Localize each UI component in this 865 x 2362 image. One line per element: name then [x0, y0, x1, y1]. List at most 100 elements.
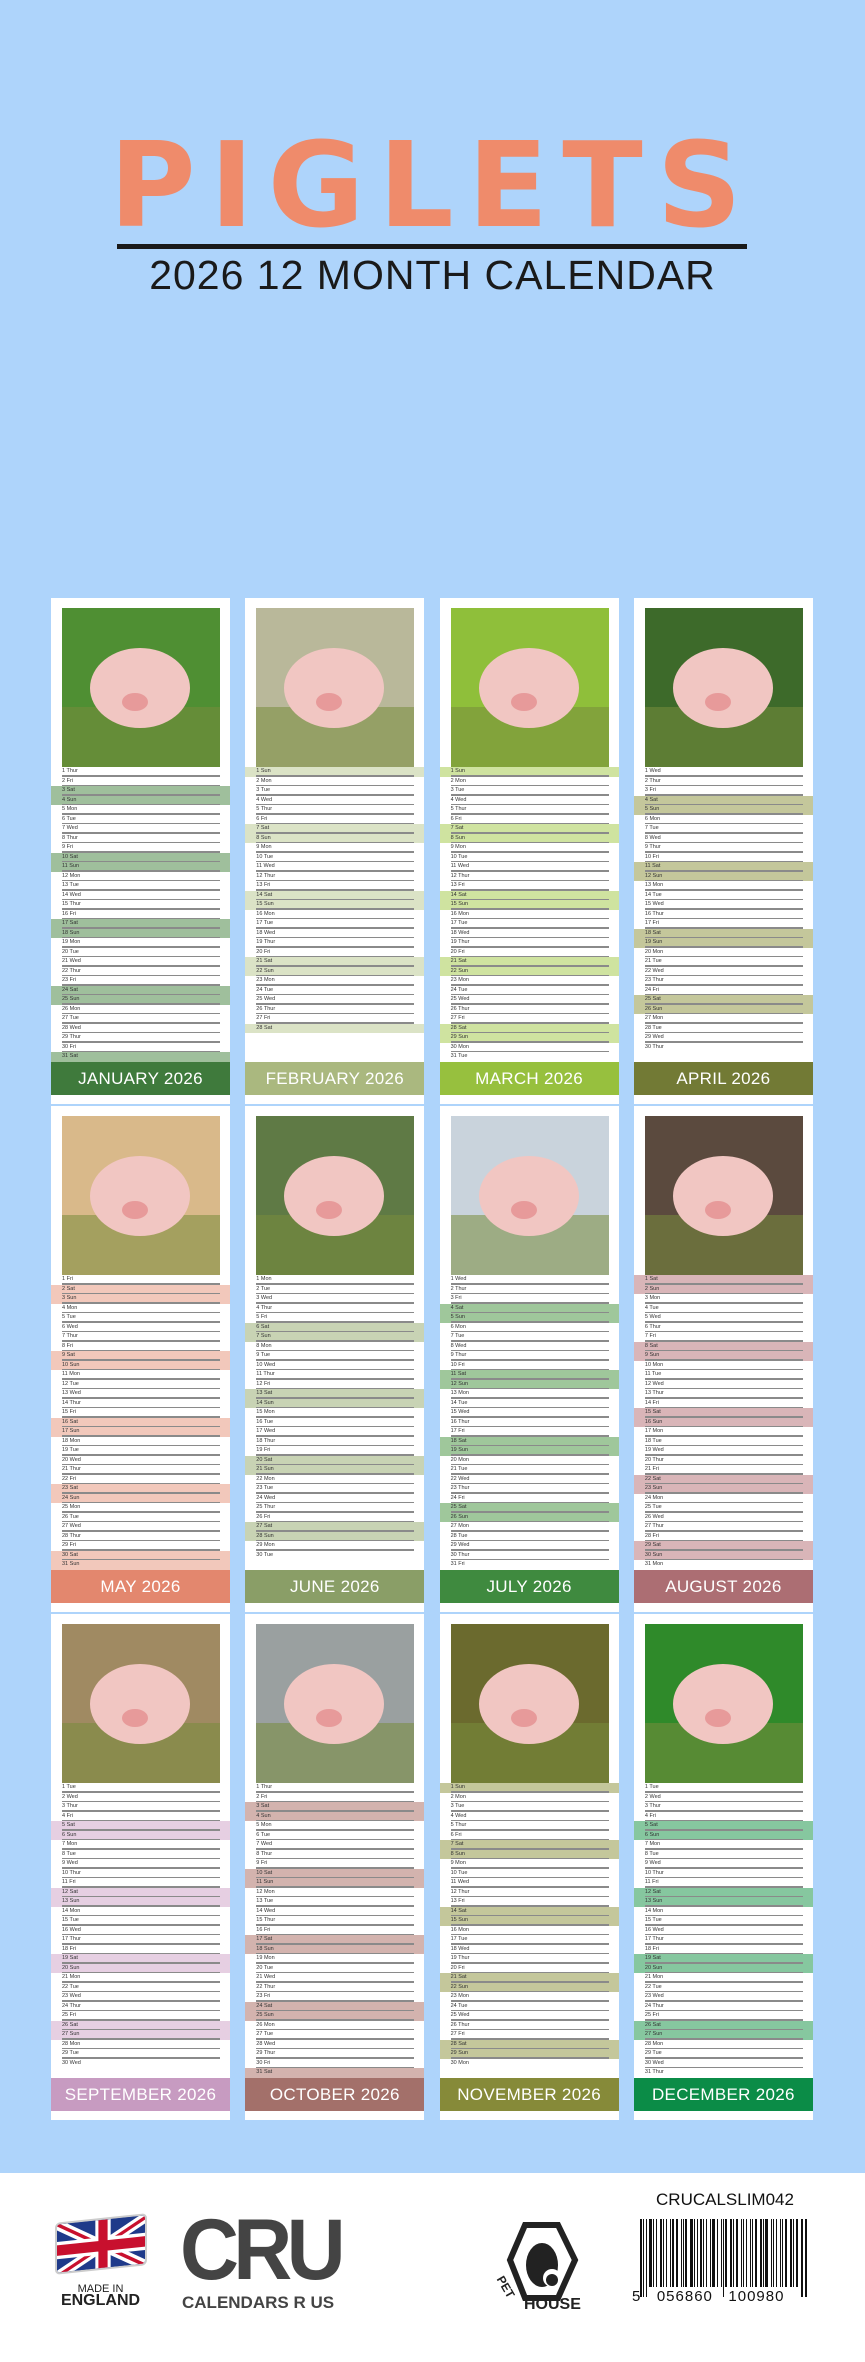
barcode-bar: [652, 2219, 654, 2287]
day-row: 11 Sat: [633, 862, 813, 872]
day-row: 17 Tue: [245, 919, 424, 929]
day-label: 3 Wed: [256, 1295, 273, 1301]
day-row: 7 Sat: [439, 824, 619, 834]
day-label: 5 Tue: [62, 1314, 76, 1320]
writing-line: [62, 860, 220, 862]
day-label: 7 Wed: [62, 825, 78, 831]
day-row: 10 Wed: [245, 1361, 424, 1370]
writing-line: [644, 889, 803, 891]
day-label: 29 Thur: [62, 1034, 81, 1040]
day-row: 23 Fri: [245, 1992, 424, 2002]
piglet-photo: [644, 1624, 803, 1783]
day-row: 12 Sun: [633, 871, 813, 881]
day-row: 11 Sat: [439, 1370, 619, 1380]
writing-line: [644, 794, 803, 796]
day-row: 11 Fri: [51, 1878, 230, 1888]
day-row: 21 Wed: [51, 957, 230, 967]
day-row: 10 Tue: [440, 853, 619, 862]
day-label: 18 Mon: [62, 1437, 81, 1444]
writing-line: [450, 2047, 609, 2049]
day-label: 18 Wed: [450, 929, 470, 936]
writing-line: [256, 936, 415, 938]
barcode-number: 5 056860 100980: [632, 2288, 785, 2305]
day-label: 13 Mon: [644, 882, 664, 888]
writing-line: [62, 1311, 220, 1313]
day-row: 6 Mon: [440, 1323, 619, 1332]
writing-line: [62, 775, 220, 777]
writing-line: [62, 1330, 220, 1332]
month-label: AUGUST 2026: [633, 1570, 813, 1603]
day-label: 5 Thur: [450, 806, 467, 812]
day-row: 30 Mon: [440, 2059, 619, 2069]
day-label: 23 Fri: [256, 1993, 271, 1999]
writing-line: [644, 2047, 803, 2049]
day-row: 20 Sun: [51, 1963, 230, 1973]
day-label: 11 Tue: [644, 1371, 662, 1377]
writing-line: [644, 1558, 803, 1560]
writing-line: [256, 898, 415, 900]
day-row: 12 Sat: [633, 1887, 813, 1897]
day-label: 27 Fri: [450, 1015, 465, 1021]
day-label: 14 Sat: [450, 891, 467, 898]
day-row: 12 Sun: [439, 1379, 619, 1389]
writing-line: [450, 1050, 609, 1052]
writing-line: [450, 898, 609, 900]
day-label: 24 Thur: [644, 2002, 664, 2009]
day-label: 25 Thur: [256, 1504, 276, 1510]
day-row: 30 Sun: [633, 1550, 813, 1560]
day-label: 14 Mon: [644, 1907, 664, 1914]
day-label: 27 Sat: [256, 1523, 273, 1529]
day-label: 14 Sat: [256, 891, 273, 898]
writing-line: [450, 1425, 609, 1427]
day-label: 8 Tue: [644, 1850, 659, 1857]
day-row: 2 Wed: [51, 1793, 230, 1802]
day-row: 14 Sat: [245, 890, 425, 900]
day-label: 16 Mon: [450, 1926, 469, 1933]
day-row: 28 Wed: [51, 1024, 230, 1033]
day-label: 22 Fri: [62, 1475, 77, 1482]
writing-line: [62, 1800, 220, 1802]
day-label: 11 Fri: [644, 1879, 659, 1885]
writing-line: [62, 1349, 220, 1351]
day-label: 18 Sat: [644, 929, 661, 936]
writing-line: [256, 946, 415, 948]
day-label: 12 Thur: [256, 872, 276, 879]
day-row: 25 Fri: [51, 2011, 230, 2021]
day-label: 1 Thur: [256, 1784, 273, 1790]
day-row: 5 Sun: [633, 805, 813, 815]
writing-line: [62, 1895, 220, 1897]
day-label: 10 Mon: [644, 1361, 664, 1368]
day-label: 20 Mon: [644, 948, 664, 955]
day-label: 26 Thur: [256, 1005, 276, 1012]
writing-line: [256, 841, 415, 843]
day-row: 14 Fri: [634, 1399, 813, 1408]
barcode-bar: [660, 2219, 663, 2287]
piglet-photo: [256, 1624, 415, 1783]
day-row: 2 Thur: [634, 777, 813, 786]
day-label: 14 Mon: [62, 1907, 81, 1914]
day-label: 15 Sun: [450, 1917, 469, 1923]
day-row: 22 Fri: [51, 1475, 230, 1484]
day-row: 1 Mon: [245, 1275, 424, 1285]
writing-line: [62, 1321, 220, 1323]
day-row: 23 Thur: [634, 976, 813, 986]
day-row: 4 Sun: [245, 1811, 425, 1821]
day-label: 22 Tue: [644, 1983, 662, 1990]
barcode-bar: [649, 2219, 652, 2287]
day-row: 4 Wed: [245, 796, 424, 805]
day-label: 3 Tue: [450, 787, 465, 793]
barcode-bar: [775, 2219, 778, 2287]
day-label: 22 Sat: [644, 1475, 661, 1482]
day-label: 2 Thur: [450, 1285, 467, 1292]
day-row: 5 Mon: [51, 805, 230, 815]
calendar-title: PIGLETS: [109, 116, 756, 254]
day-label: 9 Sat: [62, 1352, 75, 1358]
day-row: 13 Fri: [440, 881, 619, 891]
writing-line: [644, 813, 803, 815]
day-row: 14 Tue: [440, 1399, 619, 1408]
day-label: 20 Wed: [62, 1456, 81, 1463]
day-label: 1 Sun: [450, 768, 465, 774]
day-row: 18 Mon: [51, 1437, 230, 1446]
day-row: 21 Tue: [634, 957, 813, 967]
day-row: 8 Sun: [245, 833, 425, 843]
